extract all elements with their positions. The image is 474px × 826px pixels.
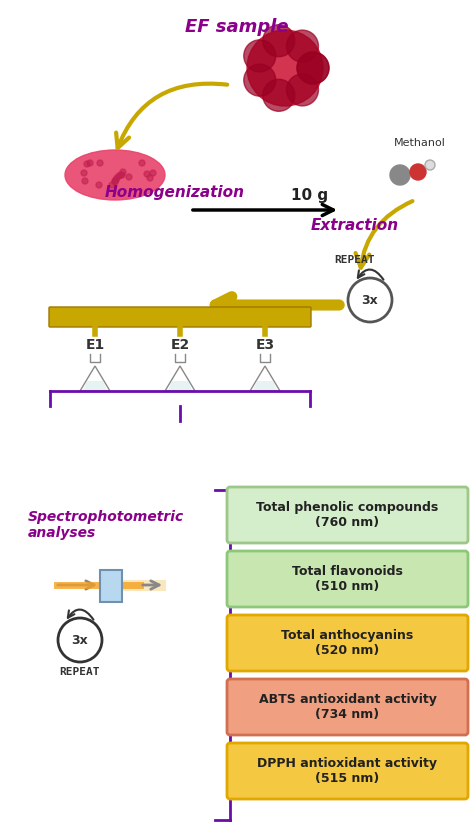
FancyBboxPatch shape (227, 679, 468, 735)
Circle shape (118, 172, 124, 178)
Circle shape (120, 169, 126, 175)
Text: Homogenization: Homogenization (105, 185, 245, 200)
Circle shape (147, 175, 153, 181)
Text: E3: E3 (255, 338, 274, 352)
Text: Methanol: Methanol (394, 138, 446, 148)
Text: E2: E2 (170, 338, 190, 352)
Circle shape (297, 52, 329, 84)
Polygon shape (250, 366, 280, 391)
Text: Spectrophotometric
analyses: Spectrophotometric analyses (28, 510, 184, 540)
Circle shape (113, 177, 119, 183)
Text: 3x: 3x (362, 293, 378, 306)
Polygon shape (80, 366, 110, 391)
Circle shape (109, 182, 115, 188)
Circle shape (247, 30, 323, 106)
Polygon shape (83, 381, 107, 390)
Polygon shape (253, 381, 277, 390)
FancyBboxPatch shape (49, 307, 311, 327)
Text: ABTS antioxidant activity
(734 nm): ABTS antioxidant activity (734 nm) (258, 693, 437, 721)
Circle shape (112, 179, 118, 185)
Circle shape (96, 182, 102, 188)
Text: REPEAT: REPEAT (335, 255, 375, 265)
Bar (100, 570, 122, 602)
Circle shape (112, 178, 118, 184)
Circle shape (97, 160, 103, 166)
Circle shape (114, 175, 120, 181)
Circle shape (425, 160, 435, 170)
Circle shape (139, 160, 145, 166)
Circle shape (150, 170, 156, 176)
Text: E1: E1 (85, 338, 105, 352)
Polygon shape (165, 366, 195, 391)
FancyBboxPatch shape (227, 743, 468, 799)
Circle shape (263, 25, 295, 57)
Ellipse shape (65, 150, 165, 200)
Circle shape (126, 174, 132, 180)
Circle shape (286, 74, 319, 106)
Circle shape (87, 160, 93, 166)
Circle shape (119, 172, 125, 178)
Circle shape (410, 164, 426, 180)
Text: 3x: 3x (72, 634, 88, 647)
Polygon shape (168, 381, 192, 390)
Circle shape (82, 178, 88, 184)
Circle shape (244, 64, 276, 96)
Text: REPEAT: REPEAT (60, 667, 100, 677)
Circle shape (297, 52, 329, 84)
Text: Total flavonoids
(510 nm): Total flavonoids (510 nm) (292, 565, 403, 593)
Circle shape (58, 618, 102, 662)
Text: 10 g: 10 g (292, 188, 328, 203)
Text: EF sample: EF sample (185, 18, 289, 36)
FancyBboxPatch shape (227, 487, 468, 543)
Circle shape (244, 40, 276, 72)
Circle shape (286, 30, 319, 62)
Circle shape (116, 173, 122, 179)
Circle shape (84, 161, 90, 167)
Circle shape (144, 171, 150, 177)
Text: Extraction: Extraction (311, 218, 399, 233)
Circle shape (263, 79, 295, 112)
Text: DPPH antioxidant activity
(515 nm): DPPH antioxidant activity (515 nm) (257, 757, 438, 785)
Circle shape (81, 170, 87, 176)
Circle shape (390, 165, 410, 185)
FancyBboxPatch shape (227, 615, 468, 671)
Text: Total phenolic compounds
(760 nm): Total phenolic compounds (760 nm) (256, 501, 438, 529)
Text: Total anthocyanins
(520 nm): Total anthocyanins (520 nm) (282, 629, 414, 657)
Circle shape (348, 278, 392, 322)
FancyBboxPatch shape (227, 551, 468, 607)
